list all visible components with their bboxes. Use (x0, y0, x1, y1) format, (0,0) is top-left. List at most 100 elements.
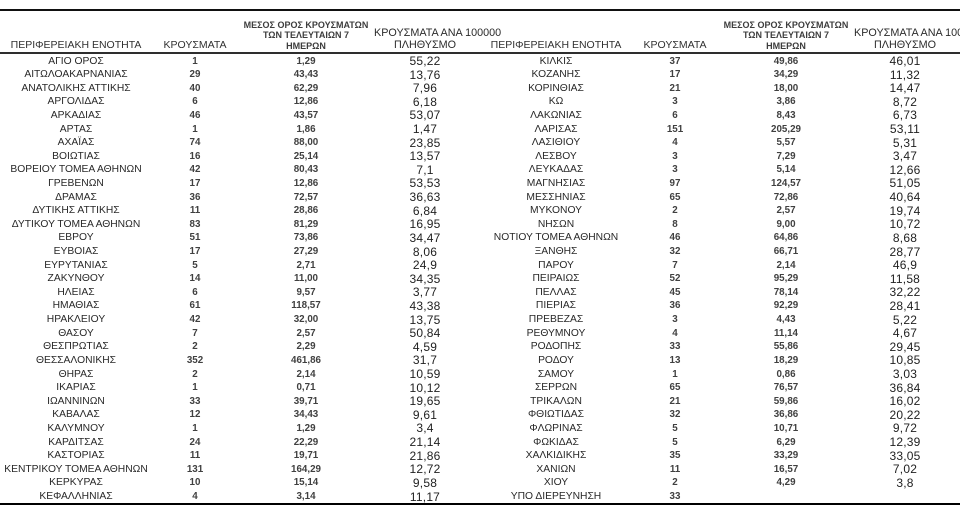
table-row: ΠΕΙΡΑΙΩΣ 52 95,29 11,58 (480, 272, 960, 286)
region-name-cell: ΕΒΡΟΥ (58, 232, 94, 244)
per100k-cell: 36,84 (889, 380, 921, 395)
cases-cell: 1 (192, 382, 198, 394)
per100k-cell: 24,9 (412, 258, 438, 273)
per100k-cell: 32,22 (889, 285, 921, 300)
avg7day-cell: 76,57 (773, 382, 799, 394)
table-body: ΚΙΛΚΙΣ 37 49,86 46,01 ΚΟΖΑΝΗΣ 17 34,29 11,32 ΚΟΡ… (480, 54, 960, 503)
cases-cell: 40 (189, 82, 201, 94)
per100k-cell: 6,84 (412, 203, 438, 218)
avg7day-cell: 2,14 (776, 259, 796, 271)
region-name-cell: ΛΑΣΙΘΙΟΥ (531, 137, 581, 149)
avg7day-cell: 88,00 (293, 137, 319, 149)
table-row: ΜΕΣΣΗΝΙΑΣ 65 72,86 40,64 (480, 190, 960, 204)
table-row: ΕΥΡΥΤΑΝΙΑΣ 5 2,71 24,9 (0, 258, 480, 272)
per100k-cell: 16,95 (409, 217, 441, 232)
avg7day-cell: 12,86 (293, 96, 319, 108)
region-name-cell: ΔΥΤΙΚΟΥ ΤΟΜΕΑ ΑΘΗΝΩΝ (11, 218, 141, 230)
region-name-cell: ΛΕΥΚΑΔΑΣ (528, 164, 584, 176)
table-row: ΚΑΛΥΜΝΟΥ 1 1,29 3,4 (0, 421, 480, 435)
per100k-cell: 4,67 (892, 326, 918, 341)
per100k-cell: 10,72 (889, 217, 921, 232)
region-name-cell: ΠΡΕΒΕΖΑΣ (528, 314, 584, 326)
region-name-cell: ΑΡΓΟΛΙΔΑΣ (47, 96, 105, 108)
header-line: ΜΕΣΟΣ ΟΡΟΣ ΚΡΟΥΣΜΑΤΩΝ (243, 19, 369, 30)
region-name-cell: ΜΕΣΣΗΝΙΑΣ (526, 191, 586, 203)
per100k-cell: 21,86 (409, 448, 441, 463)
region-name-cell: ΔΡΑΜΑΣ (55, 191, 97, 203)
header-line: ΤΩΝ ΤΕΛΕΥΤΑΙΩΝ 7 (742, 30, 830, 40)
cases-cell: 3 (672, 164, 678, 176)
per100k-cell: 40,64 (889, 190, 921, 205)
avg7day-cell: 64,86 (773, 232, 799, 244)
avg7day-cell: 15,14 (293, 477, 319, 489)
region-name-cell: ΚΕΦΑΛΛΗΝΙΑΣ (39, 491, 113, 502)
table-row: ΚΕΡΚΥΡΑΣ 10 15,14 9,58 (0, 476, 480, 490)
region-name-cell: ΚΕΝΤΡΙΚΟΥ ΤΟΜΕΑ ΑΘΗΝΩΝ (4, 463, 148, 475)
header-line: ΗΜΕΡΩΝ (286, 40, 326, 51)
per100k-cell: 6,18 (412, 94, 438, 109)
region-name-cell: ΑΡΚΑΔΙΑΣ (50, 109, 102, 121)
region-name-cell: ΘΕΣΣΑΛΟΝΙΚΗΣ (35, 354, 117, 366)
cases-cell: 17 (669, 69, 681, 81)
per100k-cell: 50,84 (409, 326, 441, 341)
per100k-cell: 5,31 (892, 135, 918, 150)
cases-cell: 24 (189, 436, 201, 448)
cases-cell: 11 (669, 463, 681, 475)
table-row: ΗΡΑΚΛΕΙΟΥ 42 32,00 13,75 (0, 313, 480, 327)
cases-cell: 3 (672, 314, 678, 326)
region-name-cell: ΗΡΑΚΛΕΙΟΥ (46, 314, 106, 326)
cases-cell: 65 (669, 382, 681, 394)
region-name-cell: ΡΟΔΟΠΗΣ (530, 341, 582, 353)
table-row: ΓΡΕΒΕΝΩΝ 17 12,86 53,53 (0, 176, 480, 190)
table-row: ΑΡΤΑΣ 1 1,86 1,47 (0, 122, 480, 136)
table-row: ΚΑΒΑΛΑΣ 12 34,43 9,61 (0, 408, 480, 422)
cases-cell: 36 (669, 300, 681, 312)
avg7day-cell: 1,86 (296, 123, 316, 135)
avg7day-cell: 92,29 (773, 300, 799, 312)
cases-cell: 6 (192, 96, 198, 108)
table-row: ΙΚΑΡΙΑΣ 1 0,71 10,12 (0, 381, 480, 395)
per100k-cell: 12,66 (889, 162, 921, 177)
region-name-cell: ΕΥΒΟΙΑΣ (53, 246, 99, 258)
cases-cell: 35 (669, 450, 681, 462)
per100k-cell: 21,14 (409, 435, 441, 450)
table-row: ΣΑΜΟΥ 1 0,86 3,03 (480, 367, 960, 381)
avg7day-cell: 49,86 (773, 55, 799, 67)
avg7day-cell: 6,29 (776, 436, 796, 448)
per100k-cell: 9,72 (892, 421, 918, 436)
per100k-cell: 19,74 (889, 203, 921, 218)
avg7day-cell: 1,29 (296, 422, 316, 434)
per100k-cell: 3,47 (892, 149, 918, 164)
region-name-cell: ΡΟΔΟΥ (538, 354, 574, 366)
header-line: ΚΡΟΥΣΜΑΤΑ ΑΝΑ 100000 (374, 27, 502, 39)
region-name-cell: ΦΩΚΙΔΑΣ (533, 436, 579, 448)
cases-cell: 45 (669, 286, 681, 298)
table-row: ΠΙΕΡΙΑΣ 36 92,29 28,41 (480, 299, 960, 313)
table-row: ΞΑΝΘΗΣ 32 66,71 28,77 (480, 245, 960, 259)
per100k-cell: 8,72 (892, 94, 918, 109)
cases-cell: 5 (672, 436, 678, 448)
region-name-cell: ΧΑΝΙΩΝ (536, 463, 576, 475)
region-name-cell: ΛΑΡΙΣΑΣ (534, 123, 578, 135)
region-name-cell: ΚΟΖΑΝΗΣ (531, 69, 581, 81)
avg7day-cell: 59,86 (773, 395, 799, 407)
table-row: ΑΡΓΟΛΙΔΑΣ 6 12,86 6,18 (0, 95, 480, 109)
avg7day-cell: 5,57 (776, 137, 796, 149)
avg7day-cell: 1,29 (296, 55, 316, 67)
cases-cell: 10 (189, 477, 201, 489)
column-header-region: ΠΕΡΙΦΕΡΕΙΑΚΗ ΕΝΟΤΗΤΑ (490, 39, 622, 51)
region-name-cell: ΚΕΡΚΥΡΑΣ (49, 477, 103, 489)
avg7day-cell: 16,57 (773, 463, 799, 475)
cases-cell: 17 (189, 246, 201, 258)
column-header-region: ΠΕΡΙΦΕΡΕΙΑΚΗ ΕΝΟΤΗΤΑ (10, 39, 142, 51)
cases-cell: 2 (192, 368, 198, 380)
avg7day-cell: 33,29 (773, 450, 799, 462)
cases-cell: 21 (669, 395, 681, 407)
header-rule (480, 52, 960, 54)
avg7day-cell: 80,43 (293, 164, 319, 176)
top-border-rule (0, 0, 960, 11)
cases-cell: 61 (189, 300, 201, 312)
region-name-cell: ΚΙΛΚΙΣ (539, 55, 573, 67)
per100k-cell: 53,07 (409, 108, 441, 123)
